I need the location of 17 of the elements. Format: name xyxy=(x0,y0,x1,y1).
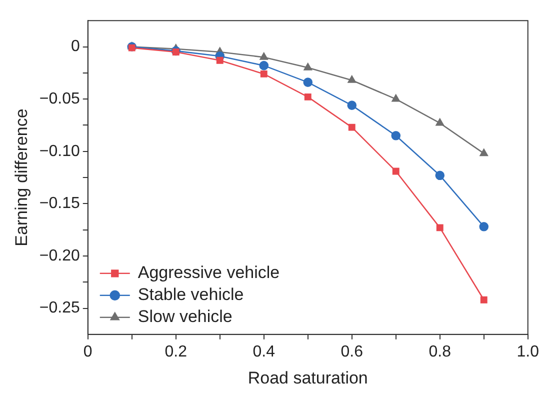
y-tick-label: 0 xyxy=(70,38,80,56)
y-tick-label: −0.10 xyxy=(39,142,80,160)
legend-label: Slow vehicle xyxy=(138,307,232,326)
legend-label: Aggressive vehicle xyxy=(138,263,280,282)
x-tick-label: 1.0 xyxy=(516,343,540,360)
legend-label: Stable vehicle xyxy=(138,285,244,304)
x-tick-label: 0.2 xyxy=(164,343,188,360)
x-axis-title: Road saturation xyxy=(248,368,368,388)
x-tick-label: 0.6 xyxy=(340,343,364,360)
y-tick-label: −0.25 xyxy=(39,300,80,317)
y-axis-title: Earning difference xyxy=(12,108,31,246)
x-tick-label: 0.8 xyxy=(428,343,452,360)
y-tick-label: −0.20 xyxy=(39,247,80,264)
y-tick-label: −0.05 xyxy=(39,90,80,108)
x-tick-label: 0 xyxy=(83,343,92,360)
y-tick-label: −0.15 xyxy=(39,195,80,212)
x-tick-label: 0.4 xyxy=(252,343,276,360)
